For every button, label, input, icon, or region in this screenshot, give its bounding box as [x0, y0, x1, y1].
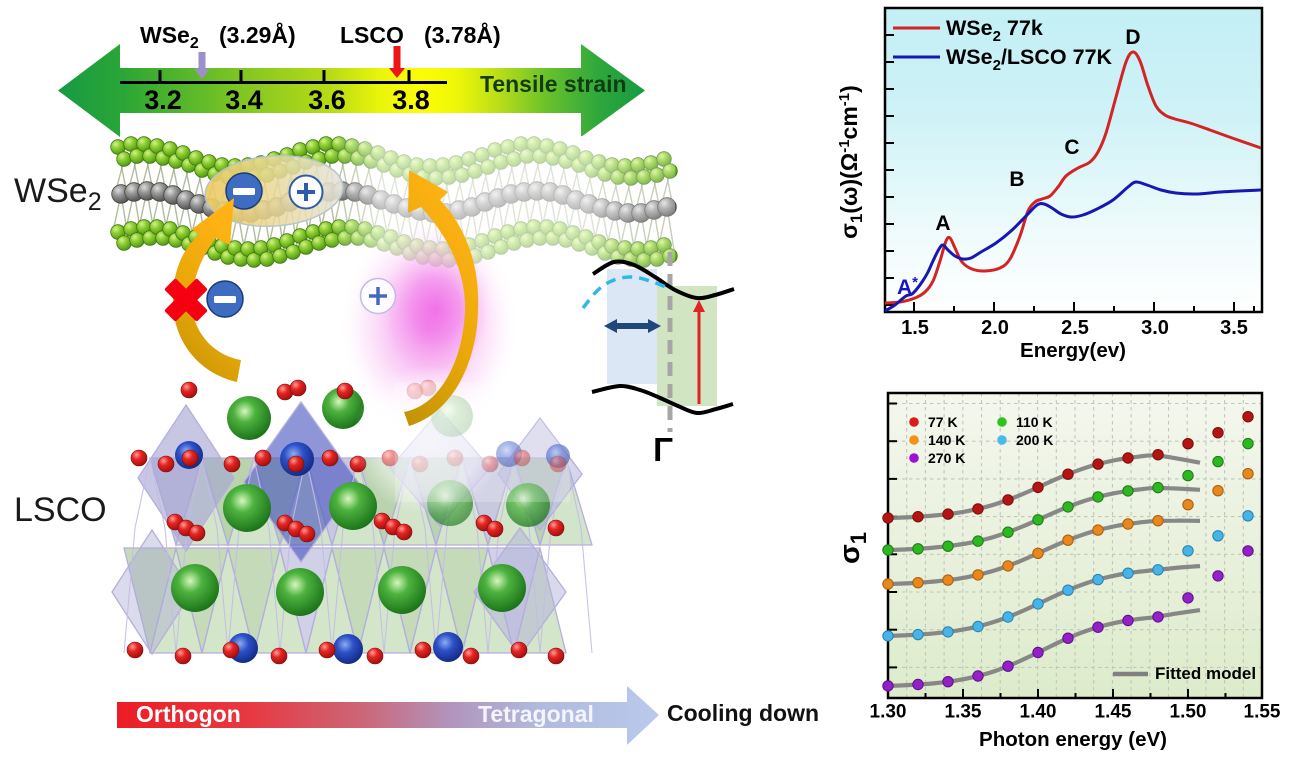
svg-text:(3.29Å): (3.29Å)	[219, 21, 296, 48]
svg-text:Γ: Γ	[653, 431, 673, 468]
svg-text:LSCO: LSCO	[14, 491, 107, 529]
svg-text:C: C	[1064, 136, 1079, 159]
svg-text:WSe2: WSe2	[14, 172, 102, 216]
svg-text:3.8: 3.8	[392, 85, 430, 115]
svg-text:3.2: 3.2	[144, 85, 182, 115]
svg-text:B: B	[1009, 168, 1024, 191]
svg-text:140 K: 140 K	[928, 432, 965, 448]
svg-text:1.35: 1.35	[945, 702, 982, 723]
svg-text:3.0: 3.0	[1141, 317, 1169, 339]
svg-text:1.30: 1.30	[870, 702, 907, 723]
svg-text:LSCO: LSCO	[340, 22, 404, 48]
svg-text:σ1(ω)(Ω-1cm-1): σ1(ω)(Ω-1cm-1)	[836, 85, 866, 239]
svg-text:2.5: 2.5	[1061, 317, 1089, 339]
svg-text:Cooling down: Cooling down	[667, 700, 819, 726]
svg-text:Photon energy (eV): Photon energy (eV)	[979, 728, 1167, 751]
svg-text:3.5: 3.5	[1220, 317, 1248, 339]
svg-text:1.5: 1.5	[901, 317, 929, 339]
svg-text:D: D	[1125, 26, 1140, 49]
svg-text:σ1: σ1	[834, 532, 871, 564]
svg-text:3.6: 3.6	[308, 85, 346, 115]
svg-text:1.45: 1.45	[1095, 702, 1132, 723]
svg-text:77 K: 77 K	[928, 414, 958, 430]
svg-text:Energy(ev): Energy(ev)	[1020, 339, 1126, 362]
svg-text:Fitted model: Fitted model	[1155, 664, 1256, 683]
svg-text:(3.78Å): (3.78Å)	[424, 21, 501, 48]
svg-text:2.0: 2.0	[981, 317, 1009, 339]
svg-text:110 K: 110 K	[1016, 414, 1053, 430]
svg-text:270 K: 270 K	[928, 450, 965, 466]
svg-text:WSe2: WSe2	[140, 22, 199, 52]
svg-text:Tensile strain: Tensile strain	[480, 71, 627, 97]
svg-text:1.50: 1.50	[1170, 702, 1207, 723]
svg-text:Orthogon: Orthogon	[136, 701, 241, 727]
svg-text:200 K: 200 K	[1016, 432, 1053, 448]
svg-text:3.4: 3.4	[225, 85, 263, 115]
svg-text:A: A	[935, 212, 950, 235]
svg-text:1.55: 1.55	[1244, 702, 1281, 723]
svg-text:Tetragonal: Tetragonal	[478, 701, 594, 727]
svg-text:1.40: 1.40	[1020, 702, 1057, 723]
